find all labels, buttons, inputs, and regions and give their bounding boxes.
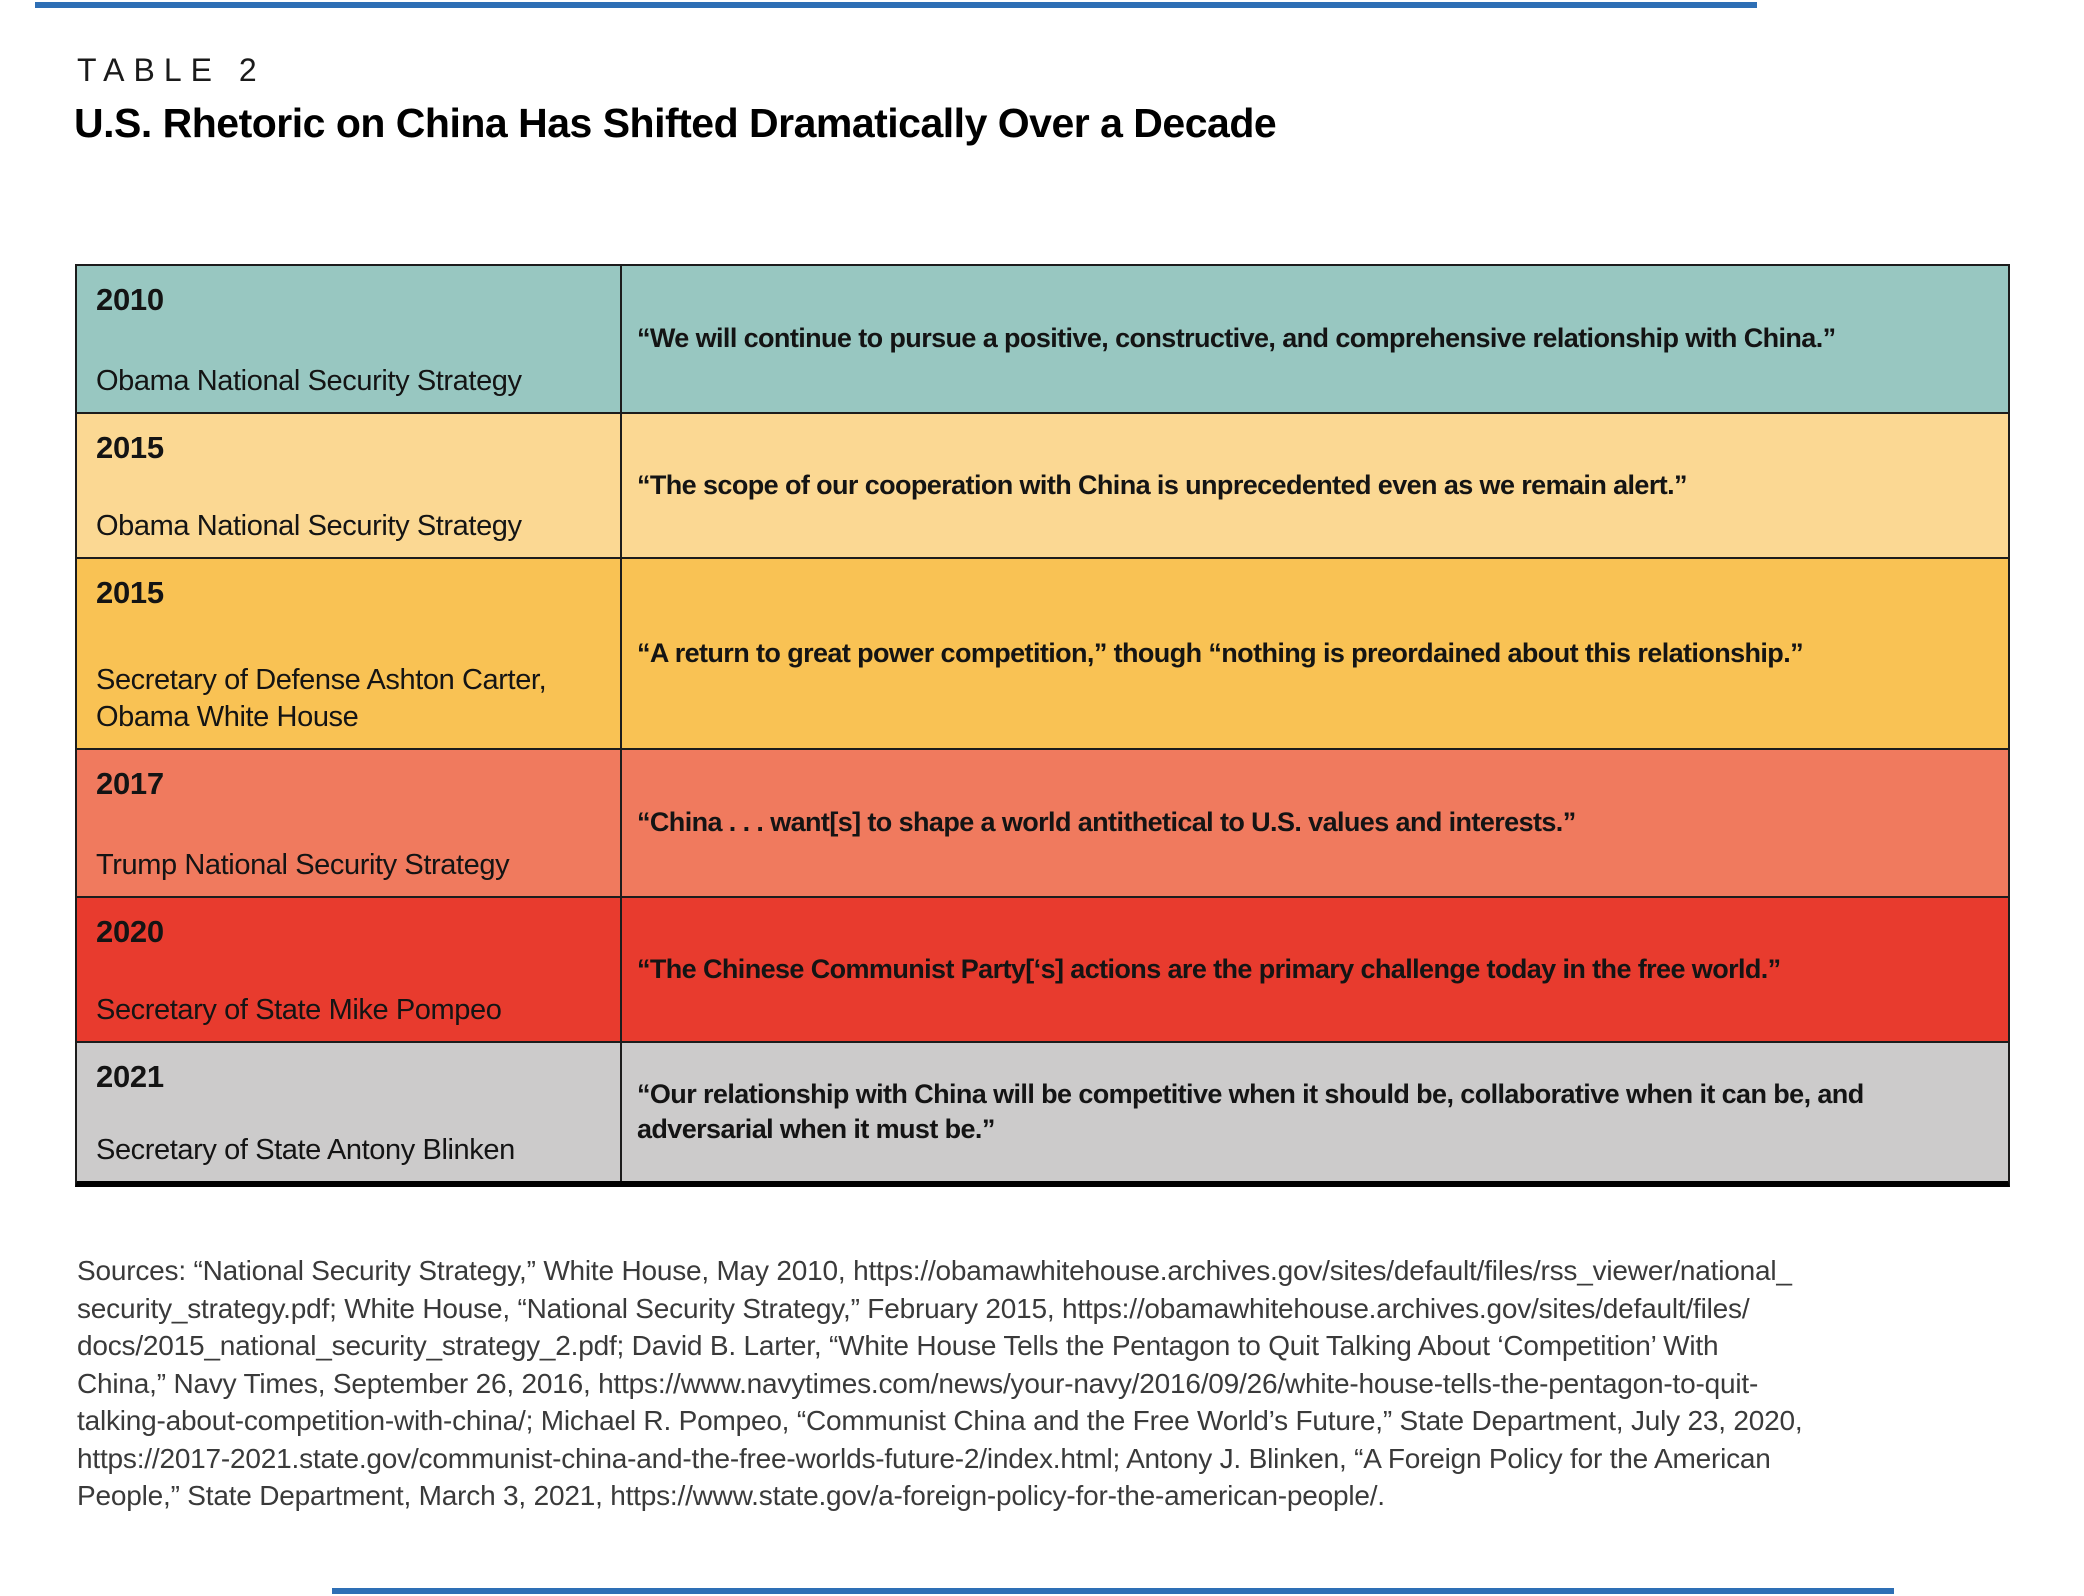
page-title: U.S. Rhetoric on China Has Shifted Drama…	[74, 100, 1277, 146]
quote-text: “A return to great power competition,” t…	[637, 637, 1804, 668]
quote-text: “We will continue to pursue a positive, …	[637, 323, 1836, 354]
quote-cell: “The scope of our cooperation with China…	[622, 414, 2008, 557]
table-row: 2015 Obama National Security Strategy “T…	[77, 414, 2008, 559]
rhetoric-table: 2010 Obama National Security Strategy “W…	[75, 264, 2010, 1187]
year-cell: 2020 Secretary of State Mike Pompeo	[77, 898, 622, 1041]
quote-text: “The scope of our cooperation with China…	[637, 469, 1688, 500]
year-label: 2015	[96, 430, 164, 465]
year-cell: 2015 Secretary of Defense Ashton Carter,…	[77, 559, 622, 748]
sources-line: security_strategy.pdf; White House, “Nat…	[77, 1292, 1750, 1324]
quote-text: “Our relationship with China will be com…	[637, 1078, 1864, 1144]
table-row: 2010 Obama National Security Strategy “W…	[77, 266, 2008, 414]
source-label: Obama National Security Strategy	[96, 364, 522, 397]
sources-text: Sources: “National Security Strategy,” W…	[77, 1252, 2007, 1515]
source-label: Trump National Security Strategy	[96, 848, 510, 881]
year-cell: 2010 Obama National Security Strategy	[77, 266, 622, 412]
sources-line: talking-about-competition-with-china/; M…	[77, 1405, 1803, 1436]
table-row: 2017 Trump National Security Strategy “C…	[77, 750, 2008, 898]
quote-text: “China . . . want[s] to shape a world an…	[637, 807, 1576, 838]
sources-line: docs/2015_national_security_strategy_2.p…	[77, 1330, 1719, 1361]
sources-line: China,” Navy Times, September 26, 2016, …	[77, 1367, 1759, 1399]
top-divider-rule	[35, 2, 1757, 8]
table-row: 2021 Secretary of State Antony Blinken “…	[77, 1043, 2008, 1181]
source-label: Obama National Security Strategy	[96, 509, 522, 542]
year-label: 2021	[96, 1059, 164, 1094]
quote-cell: “A return to great power competition,” t…	[622, 559, 2008, 748]
year-label: 2010	[96, 282, 164, 317]
year-label: 2020	[96, 914, 164, 949]
quote-cell: “The Chinese Communist Party[‘s] actions…	[622, 898, 2008, 1041]
sources-line: Sources: “National Security Strategy,” W…	[77, 1255, 1792, 1286]
quote-cell: “We will continue to pursue a positive, …	[622, 266, 2008, 412]
sources-line: People,” State Department, March 3, 2021…	[77, 1480, 1385, 1511]
source-label: Secretary of State Mike Pompeo	[96, 993, 502, 1026]
source-label: Secretary of Defense Ashton Carter, Obam…	[96, 663, 547, 733]
table-row: 2020 Secretary of State Mike Pompeo “The…	[77, 898, 2008, 1043]
year-label: 2015	[96, 575, 164, 610]
sources-line: https://2017-2021.state.gov/communist-ch…	[77, 1442, 1771, 1474]
bottom-divider-rule	[332, 1588, 1894, 1594]
table-kicker: TABLE 2	[77, 52, 266, 88]
table-row: 2015 Secretary of Defense Ashton Carter,…	[77, 559, 2008, 750]
quote-cell: “Our relationship with China will be com…	[622, 1043, 2008, 1181]
year-label: 2017	[96, 766, 164, 801]
year-cell: 2017 Trump National Security Strategy	[77, 750, 622, 896]
year-cell: 2015 Obama National Security Strategy	[77, 414, 622, 557]
quote-cell: “China . . . want[s] to shape a world an…	[622, 750, 2008, 896]
quote-text: “The Chinese Communist Party[‘s] actions…	[637, 953, 1781, 984]
source-label: Secretary of State Antony Blinken	[96, 1133, 515, 1166]
year-cell: 2021 Secretary of State Antony Blinken	[77, 1043, 622, 1181]
